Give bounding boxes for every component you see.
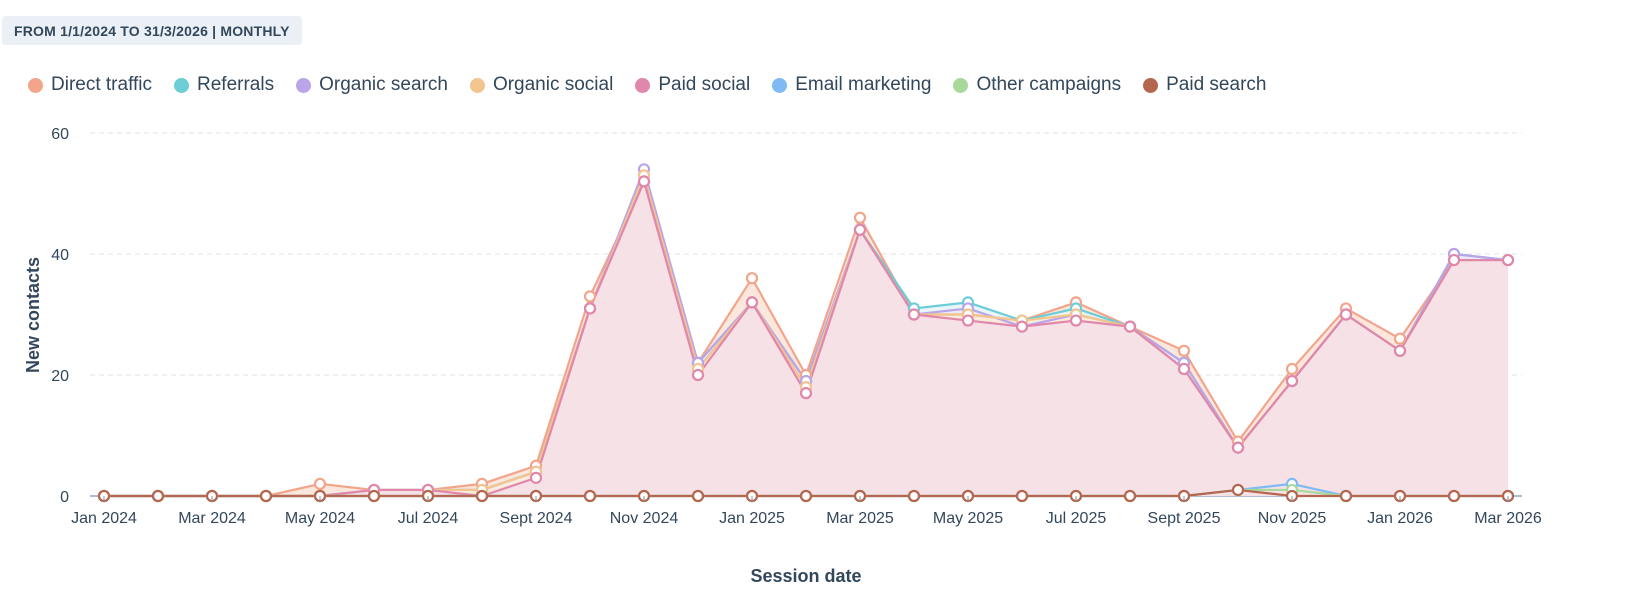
point-paid-social[interactable] <box>961 314 975 327</box>
x-tick-label: Mar 2026 <box>1474 510 1542 527</box>
point-direct-traffic[interactable] <box>583 290 597 303</box>
y-tick-label: 0 <box>60 489 69 506</box>
point-paid-social[interactable] <box>1069 314 1083 327</box>
area-paid-social <box>104 181 1508 496</box>
point-paid-search[interactable] <box>1339 489 1353 503</box>
y-tick-label: 20 <box>51 368 69 385</box>
legend-swatch <box>174 77 190 93</box>
legend-label: Paid social <box>658 74 751 95</box>
x-tick-label: Nov 2025 <box>1258 510 1327 527</box>
point-paid-social[interactable] <box>745 296 759 309</box>
x-tick-label: Jan 2025 <box>719 510 785 527</box>
legend-item-organic-social[interactable]: Organic social <box>469 74 614 96</box>
legend-swatch <box>635 77 651 93</box>
x-tick-label: Mar 2024 <box>178 510 246 527</box>
point-paid-search[interactable] <box>1447 489 1461 503</box>
legend-item-organic-search[interactable]: Organic search <box>296 74 448 96</box>
y-axis-ticks: 0 20 40 60 <box>51 126 69 506</box>
point-paid-search[interactable] <box>907 489 921 503</box>
point-paid-social[interactable] <box>691 368 705 382</box>
point-paid-social[interactable] <box>1015 320 1029 333</box>
point-paid-search[interactable] <box>1015 489 1029 503</box>
point-paid-social[interactable] <box>799 387 813 400</box>
x-tick-label: May 2024 <box>285 510 355 527</box>
point-paid-search[interactable] <box>151 489 165 503</box>
point-paid-social[interactable] <box>637 175 651 188</box>
point-paid-search[interactable] <box>691 489 705 503</box>
legend-label: Email marketing <box>795 74 932 95</box>
legend-item-email-marketing[interactable]: Email marketing <box>772 74 931 96</box>
point-direct-traffic[interactable] <box>1393 332 1407 345</box>
legend-item-direct-traffic[interactable]: Direct traffic <box>28 74 152 96</box>
point-paid-social[interactable] <box>1393 344 1407 357</box>
x-tick-label: Sept 2025 <box>1148 510 1221 527</box>
x-axis-ticks: Jan 2024 Mar 2024 May 2024 Jul 2024 Sept 202… <box>71 496 1542 527</box>
x-tick-label: Jul 2025 <box>1046 510 1107 527</box>
point-paid-social[interactable] <box>1501 253 1515 267</box>
point-paid-search[interactable] <box>1123 489 1137 503</box>
point-paid-social[interactable] <box>1339 308 1353 321</box>
point-paid-social[interactable] <box>1285 374 1299 388</box>
point-paid-social[interactable] <box>583 302 597 315</box>
legend-label: Organic search <box>319 74 448 95</box>
point-direct-traffic[interactable] <box>1285 362 1299 376</box>
point-paid-social[interactable] <box>907 308 921 321</box>
x-axis-title: Session date <box>750 566 861 586</box>
y-tick-label: 40 <box>51 247 69 264</box>
x-tick-label: May 2025 <box>933 510 1003 527</box>
x-tick-label: Jan 2024 <box>71 510 137 527</box>
x-tick-label: Sept 2024 <box>500 510 573 527</box>
series-points <box>97 163 1515 503</box>
x-tick-label: Mar 2025 <box>826 510 894 527</box>
x-tick-label: Nov 2024 <box>610 510 679 527</box>
x-tick-label: Jul 2024 <box>398 510 459 527</box>
point-paid-social[interactable] <box>1231 441 1245 454</box>
point-paid-search[interactable] <box>583 489 597 503</box>
y-tick-label: 60 <box>51 126 69 143</box>
legend-swatch <box>953 77 969 93</box>
legend-item-other-campaigns[interactable]: Other campaigns <box>953 74 1121 96</box>
y-axis-title: New contacts <box>23 257 43 373</box>
x-tick-label: Jan 2026 <box>1367 510 1433 527</box>
legend-swatch <box>296 77 312 93</box>
legend-swatch <box>28 77 43 93</box>
point-direct-traffic[interactable] <box>1177 344 1191 357</box>
legend-label: Referrals <box>197 74 275 95</box>
legend-item-paid-social[interactable]: Paid social <box>635 74 750 96</box>
point-paid-social[interactable] <box>853 223 867 236</box>
point-paid-search[interactable] <box>799 489 813 503</box>
legend-label: Other campaigns <box>976 74 1122 95</box>
date-range-filter-badge[interactable]: FROM 1/1/2024 TO 31/3/2026 | MONTHLY <box>2 16 302 45</box>
legend-swatch <box>1143 77 1159 93</box>
point-paid-search[interactable] <box>475 489 489 503</box>
chart-legend: Direct traffic Referrals Organic search Org… <box>28 74 1288 96</box>
legend-label: Paid search <box>1166 74 1267 95</box>
series-areas <box>104 169 1508 497</box>
legend-label: Direct traffic <box>51 74 153 95</box>
legend-label: Organic social <box>492 74 614 95</box>
point-direct-traffic[interactable] <box>313 477 327 490</box>
point-direct-traffic[interactable] <box>745 272 759 285</box>
point-paid-search[interactable] <box>259 489 273 503</box>
point-paid-social[interactable] <box>1177 362 1191 376</box>
legend-swatch <box>772 77 788 93</box>
legend-item-paid-search[interactable]: Paid search <box>1143 74 1266 96</box>
point-direct-traffic[interactable] <box>853 211 867 224</box>
point-paid-search[interactable] <box>367 489 381 503</box>
point-paid-social[interactable] <box>1123 320 1137 333</box>
point-paid-social[interactable] <box>1447 253 1461 267</box>
point-paid-search[interactable] <box>1231 483 1245 497</box>
legend-swatch <box>469 77 485 93</box>
point-paid-social[interactable] <box>529 471 543 484</box>
legend-item-referrals[interactable]: Referrals <box>174 74 274 96</box>
